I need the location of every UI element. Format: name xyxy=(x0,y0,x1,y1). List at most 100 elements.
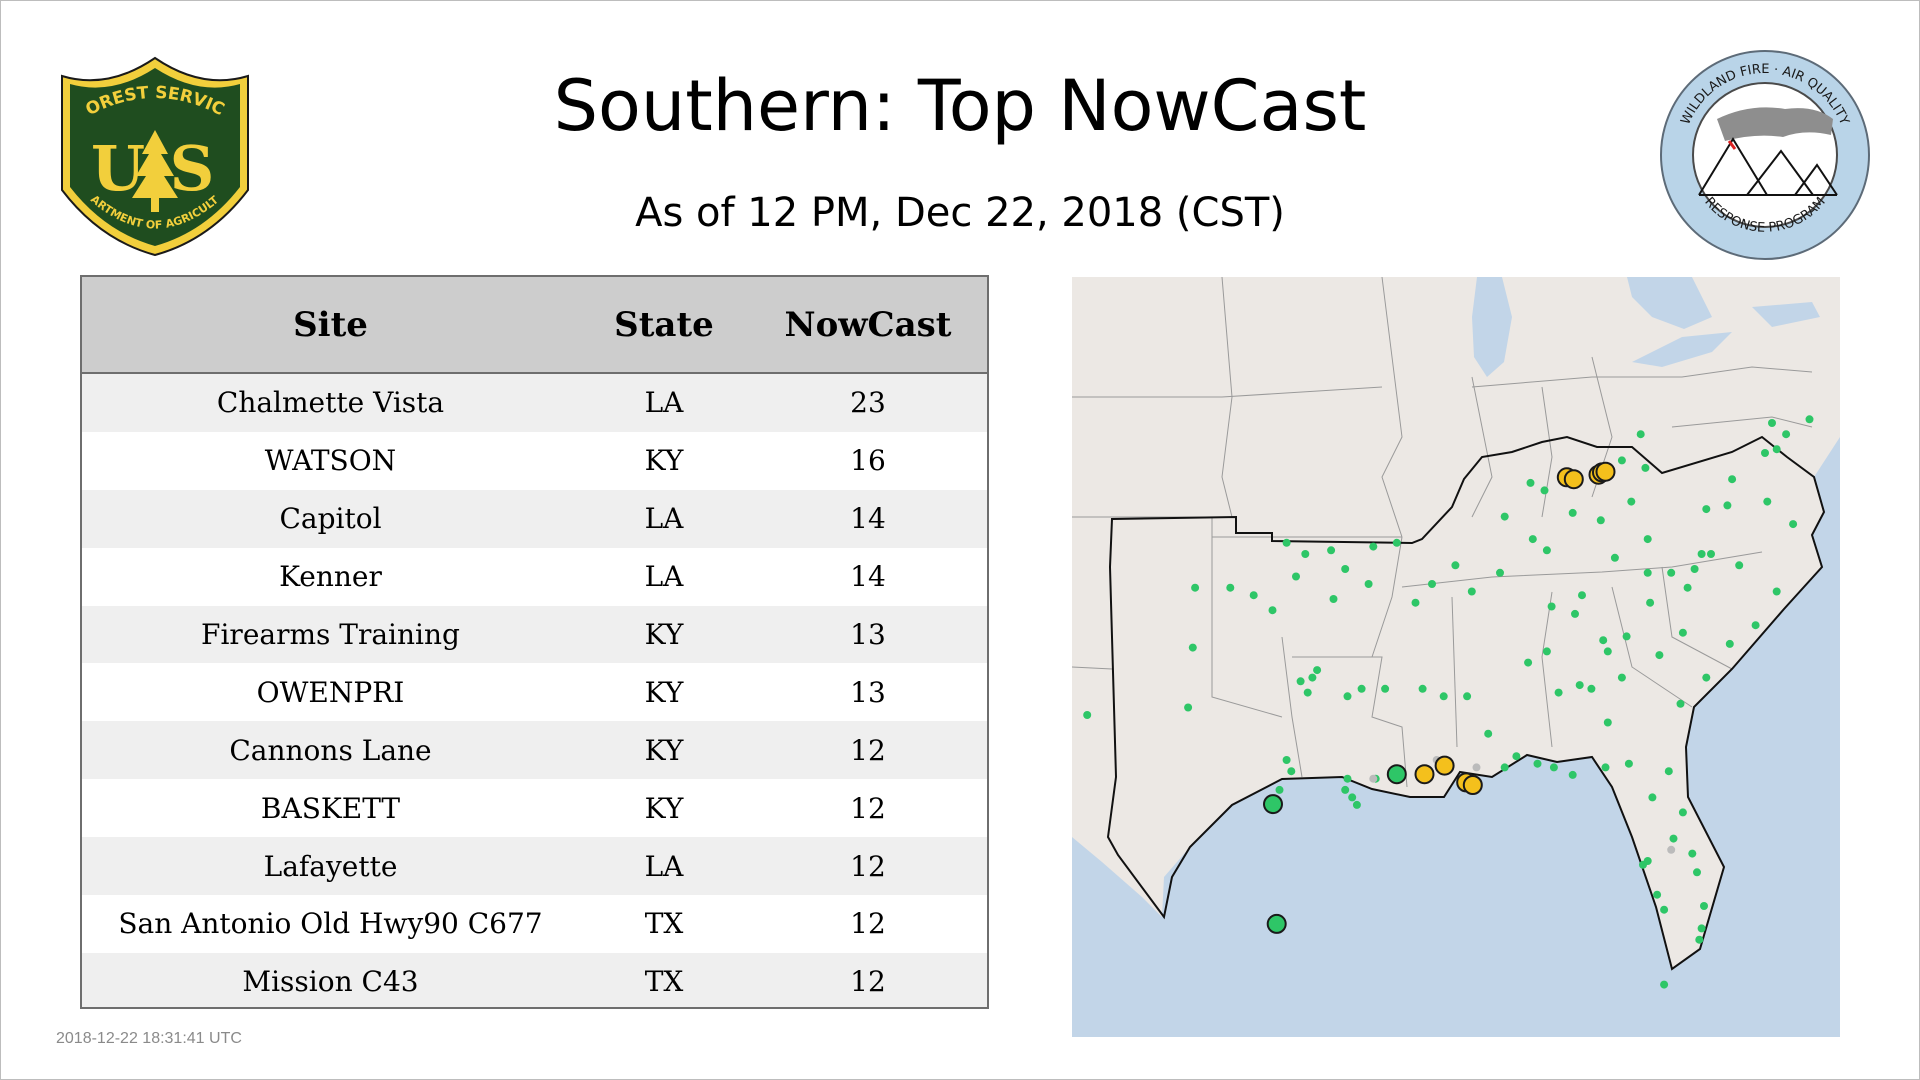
monitor-dot xyxy=(1249,591,1258,600)
monitor-dot xyxy=(1768,419,1776,427)
monitor-dot xyxy=(1610,553,1619,562)
header-site: Site xyxy=(82,277,579,374)
monitor-dot xyxy=(1655,651,1664,660)
monitor-dot xyxy=(1303,688,1312,697)
monitor-dot xyxy=(1292,572,1300,581)
monitor-dot xyxy=(1624,759,1633,768)
cell-site: Capitol xyxy=(82,489,579,548)
monitor-dot xyxy=(1695,935,1704,944)
monitor-dot xyxy=(1772,587,1781,596)
monitor-dot xyxy=(1568,770,1577,779)
monitor-dot xyxy=(1664,767,1673,776)
monitor-dot xyxy=(1805,415,1814,424)
cell-site: Cannons Lane xyxy=(82,721,579,780)
monitor-dot xyxy=(1728,475,1737,484)
header-nowcast: NowCast xyxy=(749,277,987,374)
cell-site: WATSON xyxy=(82,431,579,490)
monitor-dot xyxy=(1352,800,1361,809)
monitor-dot xyxy=(1568,508,1577,517)
monitor-dot xyxy=(1693,868,1701,877)
inactive-monitor-dot xyxy=(1472,763,1481,772)
table-row: Kenner LA 14 xyxy=(82,547,987,606)
cell-site: Kenner xyxy=(82,547,579,606)
monitor-dot xyxy=(1381,684,1390,693)
monitor-dot xyxy=(1500,512,1509,521)
page-subtitle: As of 12 PM, Dec 22, 2018 (CST) xyxy=(635,190,1285,236)
monitor-dot xyxy=(1191,583,1200,592)
inactive-monitor-dot xyxy=(1667,845,1676,854)
pine-tree-icon xyxy=(132,130,178,212)
monitor-dot xyxy=(1327,546,1336,555)
wildland-fire-air-quality-logo: WILDLAND FIRE · AIR QUALITY RESPONSE PRO… xyxy=(1660,50,1870,260)
monitor-dot xyxy=(1467,587,1476,596)
mountains-icon xyxy=(1698,137,1838,196)
cell-site: BASKETT xyxy=(82,779,579,838)
monitor-layer xyxy=(1083,415,1814,989)
monitor-dot xyxy=(1782,430,1791,439)
monitor-dot xyxy=(1484,729,1493,738)
cell-site: Firearms Training xyxy=(82,605,579,664)
cell-state: LA xyxy=(579,489,749,548)
cell-state: TX xyxy=(579,952,749,1007)
top-site-marker[interactable] xyxy=(1386,764,1407,785)
monitor-dot xyxy=(1688,849,1697,858)
top-site-marker[interactable] xyxy=(1434,755,1455,776)
monitor-dot xyxy=(1617,673,1626,682)
cell-state: LA xyxy=(579,547,749,606)
monitor-dot xyxy=(1287,767,1296,776)
monitor-dot xyxy=(1676,699,1685,708)
monitor-dot xyxy=(1268,606,1277,615)
lake-ontario xyxy=(1752,302,1820,327)
monitor-dot xyxy=(1549,763,1558,772)
top-site-marker[interactable] xyxy=(1263,794,1283,815)
table-body: Chalmette Vista LA 23 WATSON KY 16 Capitol LA 14… xyxy=(82,373,987,1007)
monitor-dot xyxy=(1184,703,1193,712)
table-row: San Antonio Old Hwy90 C677 TX 12 xyxy=(82,895,987,953)
cell-state: KY xyxy=(579,431,749,490)
monitor-dot xyxy=(1542,647,1551,656)
monitor-dot xyxy=(1357,684,1366,693)
monitor-dot xyxy=(1301,550,1310,558)
monitor-dot xyxy=(1554,688,1563,697)
monitor-dot xyxy=(1540,486,1549,495)
monitor-dot xyxy=(1735,561,1744,570)
monitor-dot xyxy=(1275,785,1284,794)
monitor-dot xyxy=(1524,658,1533,667)
top-site-marker[interactable] xyxy=(1462,775,1483,795)
monitor-dot xyxy=(1617,456,1626,465)
monitor-dot xyxy=(1364,580,1373,588)
monitor-dot xyxy=(1308,673,1317,682)
cell-site: Chalmette Vista xyxy=(82,373,579,432)
monitor-dot xyxy=(1428,580,1436,588)
monitor-dot xyxy=(1603,718,1612,727)
monitor-dot xyxy=(1599,636,1608,645)
logo-left-s-letter: S xyxy=(170,132,215,205)
cell-nowcast: 13 xyxy=(749,605,987,664)
monitor-dot xyxy=(1296,677,1305,686)
top-site-marker[interactable] xyxy=(1414,764,1435,785)
cell-nowcast: 12 xyxy=(749,952,987,1007)
monitor-dot xyxy=(1622,632,1631,641)
top-site-marker[interactable] xyxy=(1266,913,1287,934)
map-land xyxy=(1072,277,1840,969)
table-row: Chalmette Vista LA 23 xyxy=(82,373,987,432)
cell-nowcast: 14 xyxy=(749,489,987,548)
top-site-marker[interactable] xyxy=(1563,469,1584,490)
monitor-dot xyxy=(1667,568,1676,577)
cell-nowcast: 13 xyxy=(749,663,987,722)
lake-huron-erie xyxy=(1627,277,1732,367)
monitor-dot xyxy=(1789,520,1798,529)
monitor-dot xyxy=(1772,445,1781,454)
inactive-monitor-dot xyxy=(1369,774,1378,783)
cell-state: LA xyxy=(579,837,749,896)
nowcast-table: Site State NowCast Chalmette Vista LA 23 WA… xyxy=(80,275,989,1009)
monitor-dot xyxy=(1678,628,1687,637)
monitor-dot xyxy=(1282,538,1291,547)
monitor-dot xyxy=(1188,643,1197,652)
cell-site: Mission C43 xyxy=(82,952,579,1007)
cell-state: TX xyxy=(579,895,749,953)
monitor-dot xyxy=(1627,497,1636,506)
cell-nowcast: 12 xyxy=(749,721,987,780)
monitor-dot xyxy=(1697,550,1706,558)
top-site-marker[interactable] xyxy=(1595,461,1616,482)
